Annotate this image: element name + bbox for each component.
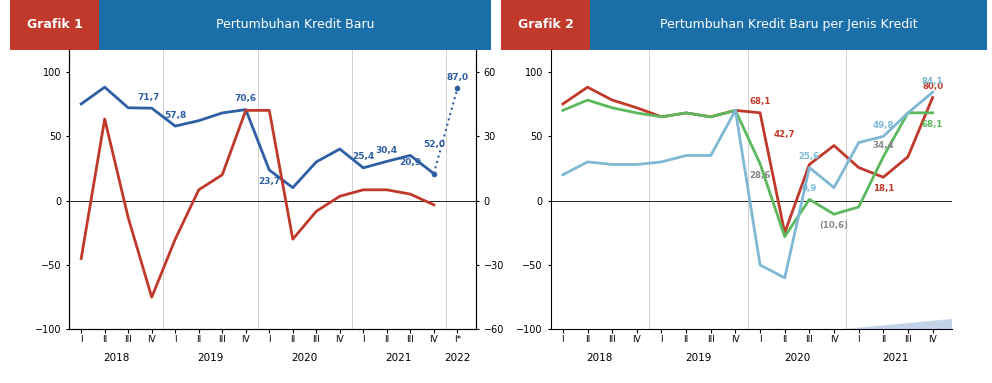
Text: 2018: 2018 [103,353,130,363]
Text: 25,6: 25,6 [799,152,820,161]
Text: 57,8: 57,8 [164,111,186,120]
Text: 23,7: 23,7 [258,177,281,186]
Text: Grafik 2: Grafik 2 [518,18,573,31]
Bar [10,0,99,50]
Bar [590,0,987,50]
Text: 30,4: 30,4 [376,146,398,155]
Bar [99,0,491,50]
Text: 68,1: 68,1 [749,98,771,106]
Text: 2021: 2021 [883,353,909,363]
Text: 2018: 2018 [586,353,613,363]
Text: 2020: 2020 [292,353,317,363]
Text: 70,6: 70,6 [235,94,257,103]
Text: 52,0: 52,0 [423,141,444,149]
Text: 49,8: 49,8 [873,121,894,130]
Text: 2020: 2020 [784,353,810,363]
Text: Pertumbuhan Kredit Baru per Jenis Kredit: Pertumbuhan Kredit Baru per Jenis Kredit [660,18,918,31]
Text: 68,1: 68,1 [922,120,943,129]
Text: 87,0: 87,0 [446,73,468,82]
Text: 2019: 2019 [197,353,223,363]
Text: 2022: 2022 [444,353,470,363]
Text: (%, SBT): (%, SBT) [21,30,62,40]
Text: 42,7: 42,7 [774,130,796,139]
Text: 20,9: 20,9 [399,158,422,167]
Bar [501,0,590,50]
Text: (%, SBT): (%, SBT) [511,30,553,40]
Text: 18,1: 18,1 [873,184,894,193]
Text: Grafik 1: Grafik 1 [27,18,82,31]
Text: 84,1: 84,1 [922,77,943,86]
Text: 80,0: 80,0 [922,82,943,91]
Text: 71,7: 71,7 [138,93,160,102]
Text: 2019: 2019 [685,353,711,363]
Text: (10,6): (10,6) [819,221,848,230]
Text: 34,4: 34,4 [873,141,894,151]
Text: 2021: 2021 [385,353,412,363]
Text: Pertumbuhan Kredit Baru: Pertumbuhan Kredit Baru [216,18,374,31]
Text: 0,9: 0,9 [802,184,817,193]
Text: 25,4: 25,4 [352,152,374,162]
Text: (%, qtq): (%, qtq) [509,30,548,40]
Text: 28,6: 28,6 [749,170,771,180]
